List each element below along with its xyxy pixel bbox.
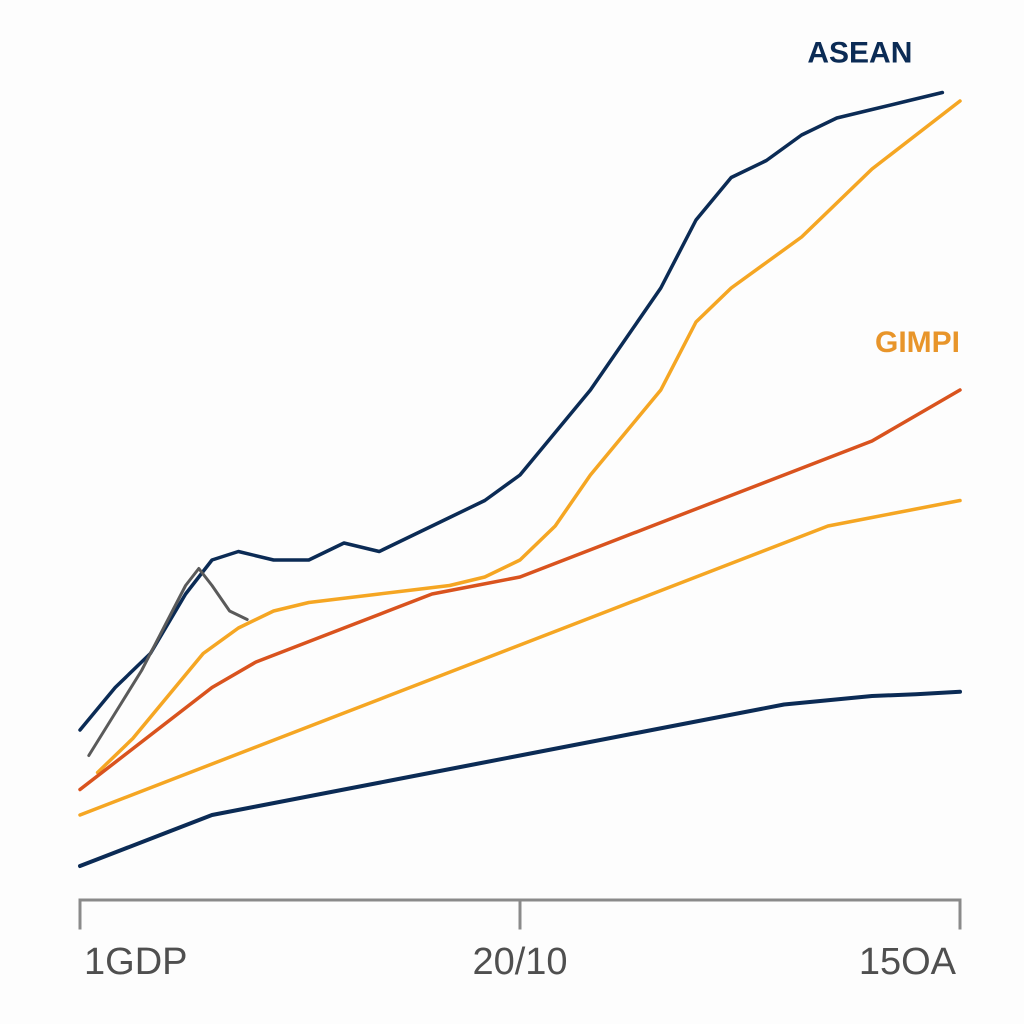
x-axis-label: 15OA (859, 941, 957, 983)
x-axis-label: 1GDP (84, 941, 187, 983)
chart-svg: ASEAN GIMPI 1GDP 20/10 15OA (0, 0, 1024, 1024)
series-label-asean-top: ASEAN (807, 37, 912, 70)
series-label-gimpi-red: GIMPI (875, 326, 960, 359)
x-axis-label: 20/10 (472, 941, 567, 983)
line-chart: ASEAN GIMPI 1GDP 20/10 15OA (0, 0, 1024, 1024)
